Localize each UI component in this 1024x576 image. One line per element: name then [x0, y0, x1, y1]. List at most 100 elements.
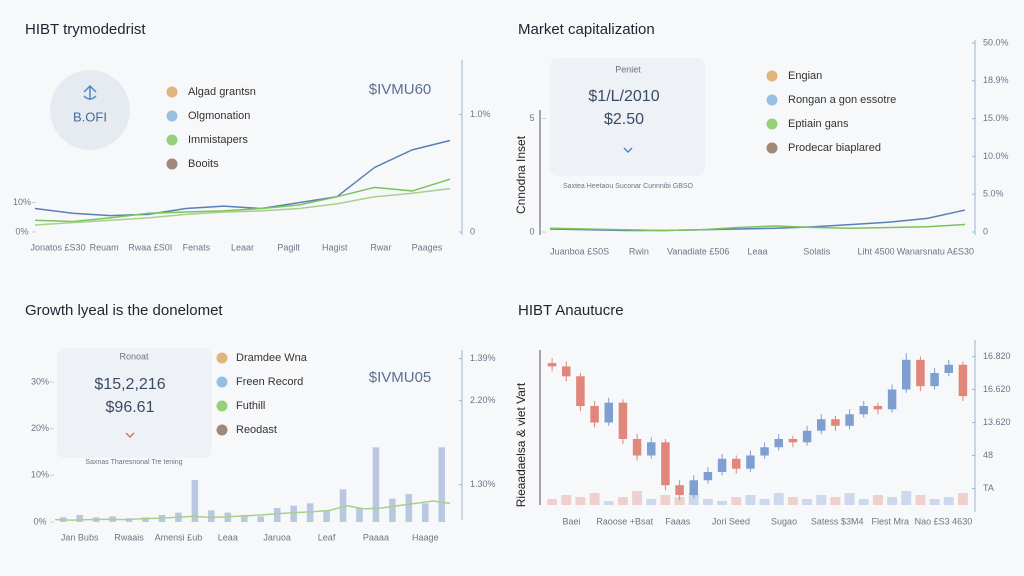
legend-icon	[216, 400, 228, 412]
card-caption: Saxnas Tharesnonal Tre tening	[85, 459, 182, 466]
x-tick-label: Leaa	[218, 532, 238, 542]
chevron	[125, 432, 135, 439]
volume-bar	[617, 497, 628, 505]
candle-body	[845, 414, 854, 426]
bar	[240, 515, 248, 522]
bar	[356, 508, 363, 522]
x-tick-label: Pagilt	[277, 242, 300, 252]
volume-bar	[589, 493, 600, 505]
candle-body	[958, 364, 968, 397]
bar	[257, 516, 265, 522]
legend-label: Olgmonation	[188, 110, 250, 122]
volume-bar	[773, 493, 784, 505]
card-label: Ronoat	[119, 351, 149, 361]
x-tick-label: Juanboa £S0S	[550, 246, 609, 256]
x-tick-label: Paages	[412, 242, 443, 252]
panel-title: HIBT Anautucre	[518, 302, 624, 319]
candle-body	[717, 458, 727, 472]
volume-bar	[943, 497, 954, 505]
y-axis-label: Rieaadaelsa & viet Vart	[514, 382, 528, 507]
volume-bar	[575, 497, 586, 505]
y2-tick-label: 13.620	[983, 417, 1011, 427]
bar	[273, 508, 281, 522]
bar	[422, 503, 429, 522]
candle-body	[788, 439, 798, 443]
candle-body	[703, 472, 713, 481]
x-tick-label: Rwaa £S0I	[128, 242, 172, 252]
volume-bar	[745, 495, 756, 505]
panel-title: HIBT trymodedrist	[25, 21, 146, 38]
y-axis-label: Cnnodna Inset	[514, 135, 528, 214]
y-tick-label: 10%	[31, 470, 49, 480]
card	[57, 348, 212, 458]
legend-icon	[166, 86, 178, 98]
candle-body	[618, 402, 628, 439]
x-tick-label: Rwin	[629, 246, 649, 256]
volume-bar	[632, 491, 643, 505]
candle-body	[873, 406, 883, 410]
x-tick-label: Amensi £ub	[155, 532, 203, 542]
volume-bar	[858, 499, 869, 505]
candle-body	[817, 419, 826, 431]
bar	[339, 489, 347, 522]
legend-label: Rongan a gon essotre	[788, 94, 896, 106]
x-tick-label: Reuam	[90, 242, 119, 252]
logo-circle	[50, 70, 130, 150]
candle-body	[916, 359, 925, 387]
y-tick-label: 0%	[33, 516, 46, 526]
card	[550, 58, 705, 176]
y-tick-label: 30%	[31, 376, 49, 386]
bar	[290, 505, 297, 522]
annotation: $IVMU05	[369, 369, 432, 386]
volume-bar	[802, 499, 813, 505]
x-tick-label: Solatis	[803, 246, 831, 256]
x-tick-label: Haage	[412, 532, 439, 542]
volume-bar	[547, 499, 558, 505]
candle-body	[547, 363, 557, 367]
legend-label: Futhill	[236, 400, 265, 412]
volume-bar	[929, 499, 940, 505]
card-label: Peniet	[615, 64, 641, 74]
y2-tick-label: 0	[470, 226, 475, 236]
candle-body	[802, 430, 812, 443]
candle-body	[590, 406, 599, 423]
bar	[323, 510, 330, 522]
line	[549, 223, 966, 232]
legend-icon	[766, 94, 778, 106]
y-tick-label: 20%	[31, 423, 49, 433]
candle-body	[902, 359, 911, 390]
bar	[191, 480, 199, 522]
volume-bar	[717, 501, 728, 505]
y2-tick-label: 50.0%	[983, 37, 1009, 47]
y2-tick-label: 1.39%	[470, 353, 496, 363]
volume-bar	[830, 497, 841, 505]
volume-bar	[844, 493, 855, 505]
volume-bar	[887, 497, 898, 505]
x-tick-label: Vanadiate £506	[667, 246, 729, 256]
legend-label: Prodecar biaplared	[788, 142, 881, 154]
volume-bar	[759, 499, 770, 505]
volume-bar	[603, 501, 614, 505]
bar	[405, 494, 413, 522]
bar	[142, 517, 149, 522]
volume-bar	[731, 497, 742, 505]
card-caption: Saxtea Heetaou Suconar Cunnnibi GBSO	[563, 183, 694, 190]
x-tick-label: Nao £S3 4630	[915, 516, 973, 526]
x-tick-label: Baei	[563, 516, 581, 526]
bar	[389, 498, 396, 522]
volume-bar	[816, 495, 827, 505]
legend-label: Immistapers	[188, 134, 248, 146]
candle-body	[887, 389, 897, 410]
line	[549, 209, 966, 232]
candle-body	[689, 480, 698, 496]
y2-tick-label: 1.30%	[470, 479, 496, 489]
x-tick-label: Jonatos £S30	[31, 242, 86, 252]
volume-bar	[957, 493, 968, 505]
panel-title: Growth lyeal is the donelomet	[25, 302, 223, 319]
x-tick-label: Jaruoa	[263, 532, 291, 542]
legend-icon	[216, 376, 228, 388]
x-tick-label: Leaar	[231, 242, 254, 252]
y2-tick-label: 2.20%	[470, 395, 496, 405]
card-value: B.OFI	[73, 109, 107, 124]
